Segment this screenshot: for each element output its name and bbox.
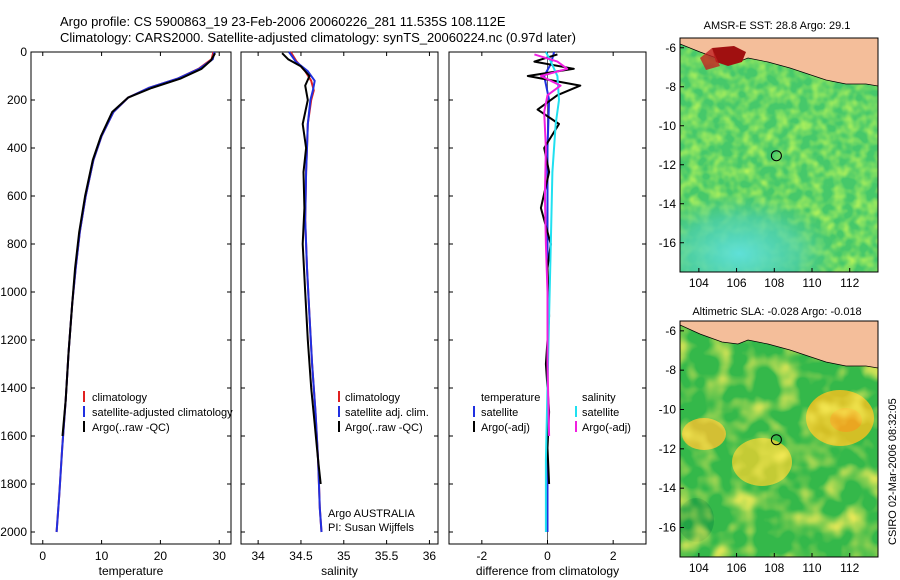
x-axis-label: difference from climatology [476,564,619,578]
y-tick-label: 400 [7,141,27,155]
map-x-tick-label: 104 [689,561,709,575]
float-pi-label: PI: Susan Wijffels [328,522,414,534]
series-line-1 [526,53,582,485]
x-tick-label: 35 [337,549,351,563]
x-tick-label: 36 [423,549,437,563]
legend-label-temp-argo: Argo(-adj) [481,422,530,434]
legend-label-sal-argo: Argo(-adj) [582,422,631,434]
y-tick-label: 1000 [0,285,27,299]
header-title-line2: Climatology: CARS2000. Satellite-adjuste… [60,30,576,45]
salinity-legend: climatology satellite adj. clim. Argo(..… [328,391,429,534]
legend-label-climatology: climatology [92,392,148,404]
sst-cool-region [680,150,878,272]
legend-label-sal-satellite: satellite [582,407,619,419]
legend-heading-salinity: salinity [582,392,616,404]
y-tick-label: 600 [7,189,27,203]
series-line-2 [281,52,322,485]
map-x-tick-label: 106 [727,561,747,575]
x-tick-label: -2 [476,549,487,563]
map-y-tick-label: -8 [665,363,676,377]
sst-warm-rim [700,48,720,70]
header-title-line1: Argo profile: CS 5900863_19 23-Feb-2006 … [60,14,506,29]
x-tick-label: 34 [251,549,265,563]
x-tick-label: 10 [95,549,109,563]
sst-warm-patch [712,46,746,66]
map-y-tick-label: -14 [659,481,677,495]
map-y-tick-label: -10 [659,119,677,133]
map-y-tick-label: -16 [659,521,677,535]
x-tick-label: 20 [154,549,168,563]
x-tick-label: 35.5 [375,549,399,563]
map-y-tick-label: -6 [665,41,676,55]
y-tick-label: 0 [20,45,27,59]
legend-label-argo: Argo(..raw -QC) [345,422,423,434]
temperature-legend: climatology satellite-adjusted climatolo… [83,391,233,434]
series-line-3 [534,53,569,437]
map-x-tick-label: 108 [764,276,784,290]
difference-legend: temperature satellite Argo(-adj) salinit… [473,392,631,434]
map-x-tick-label: 112 [840,561,859,575]
series-line-1 [288,51,323,533]
y-tick-label: 1600 [0,429,27,443]
series-line-1 [55,51,216,533]
map-x-tick-label: 110 [802,276,821,290]
legend-label-satellite: satellite adj. clim. [345,407,429,419]
y-tick-label: 1400 [0,381,27,395]
map-x-tick-label: 110 [802,561,821,575]
sla-map-frame [679,320,879,558]
temperature-panel-frame [30,51,232,545]
y-tick-label: 1200 [0,333,27,347]
x-axis-label: temperature [99,564,164,578]
map-y-tick-label: -16 [659,236,677,250]
salinity-plot: 34 34.5 35 35.5 36 salinity [241,51,438,578]
map-x-tick-label: 104 [689,276,709,290]
map-y-tick-label: -10 [659,403,677,417]
map-y-tick-label: -8 [665,80,676,94]
sst-map-ticks: 104 106 108 110 112 -6 -8 -10 -12 -14 -16 [659,41,860,290]
salinity-panel-frame [240,51,439,545]
map-y-tick-label: -12 [659,442,677,456]
x-tick-label: 2 [610,549,617,563]
creation-stamp: CSIRO 02-Mar-2006 08:32:05 [887,398,899,545]
y-tick-label: 2000 [0,525,27,539]
sst-map [680,38,878,272]
x-axis-label: salinity [321,564,358,578]
sla-map [680,321,878,557]
sst-map-frame [679,37,879,273]
legend-label-climatology: climatology [345,392,401,404]
legend-label-satellite: satellite-adjusted climatology [92,407,233,419]
series-line-2 [61,52,216,437]
map-y-tick-label: -6 [665,324,676,338]
x-tick-label: 30 [213,549,227,563]
x-tick-label: 0 [39,549,46,563]
java-coast [680,321,878,369]
sla-profile-marker [770,434,782,446]
map-y-tick-label: -12 [659,158,677,172]
x-tick-label: 0 [544,549,551,563]
map-x-tick-label: 112 [840,276,859,290]
sst-map-title: AMSR-E SST: 28.8 Argo: 29.1 [704,20,851,32]
series-line-0 [55,51,215,533]
legend-label-temp-satellite: satellite [481,407,518,419]
y-tick-label: 200 [7,93,27,107]
sla-map-title: Altimetric SLA: -0.028 Argo: -0.018 [692,306,861,318]
y-tick-label: 1800 [0,477,27,491]
temperature-plot: 0 10 20 30 0 200 400 600 800 1000 1200 1400 1600 1800… [0,45,231,578]
x-tick-label: 34.5 [289,549,313,563]
sla-map-ticks: 104 106 108 110 112 -6 -8 -10 -12 -14 -16 [659,324,860,575]
y-tick-label: 800 [7,237,27,251]
map-x-tick-label: 108 [764,561,784,575]
legend-heading-temperature: temperature [481,392,540,404]
legend-label-argo: Argo(..raw -QC) [92,422,170,434]
sst-profile-marker [770,150,782,162]
map-y-tick-label: -14 [659,197,677,211]
float-program-label: Argo AUSTRALIA [328,508,415,520]
map-x-tick-label: 106 [727,276,747,290]
